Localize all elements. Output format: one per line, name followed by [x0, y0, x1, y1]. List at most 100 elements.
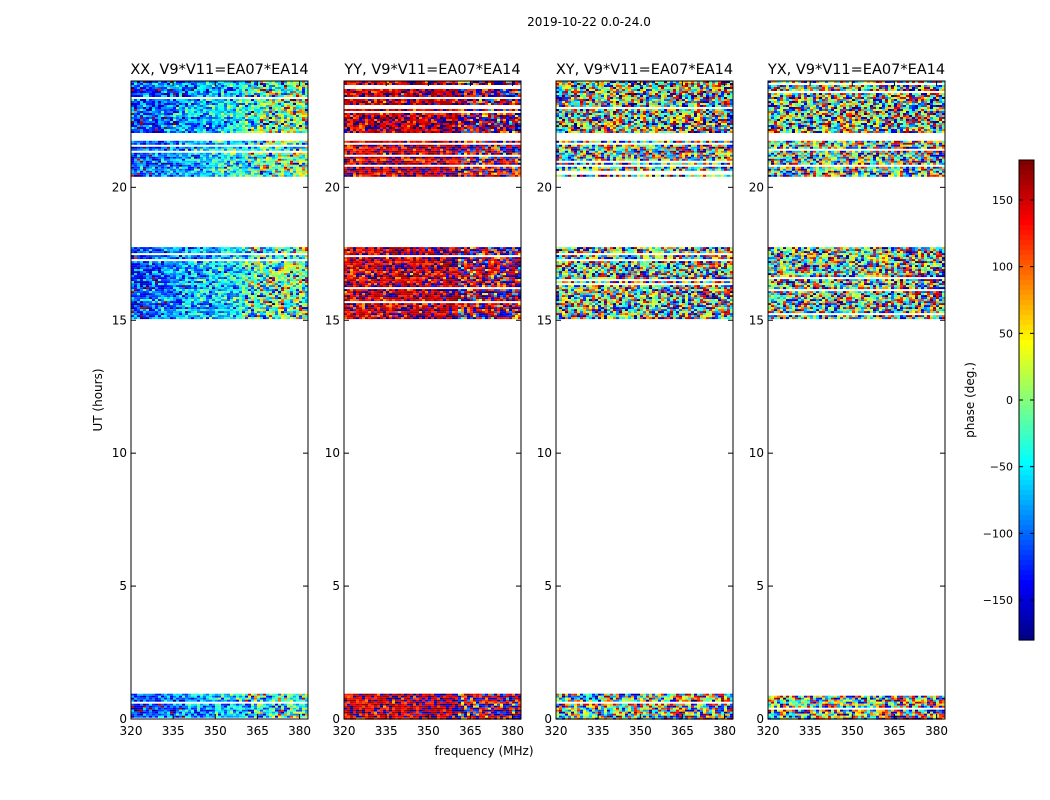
colorbar-step — [1019, 285, 1034, 291]
colorbar-step — [1019, 490, 1034, 496]
colorbar-step — [1019, 295, 1034, 301]
colorbar-step — [1019, 590, 1034, 596]
colorbar-step — [1019, 610, 1034, 616]
x-tick-label: 380 — [501, 724, 524, 738]
colorbar-step — [1019, 525, 1034, 531]
colorbar-step — [1019, 430, 1034, 436]
x-axis-label: frequency (MHz) — [434, 744, 533, 758]
x-tick-label: 380 — [925, 724, 948, 738]
colorbar-step — [1019, 550, 1034, 556]
panel-title: XX, V9*V11=EA07*EA14 — [130, 62, 308, 78]
colorbar-step — [1019, 570, 1034, 576]
panel-yy: YY, V9*V11=EA07*EA14 320 335 350 365 380 0 5 10 1… — [325, 62, 524, 738]
colorbar-step — [1019, 585, 1034, 591]
colorbar-step — [1019, 515, 1034, 521]
x-tick-label: 350 — [629, 724, 652, 738]
colorbar-step — [1019, 410, 1034, 416]
colorbar-step — [1019, 250, 1034, 256]
heatmap-image-xx — [131, 81, 308, 718]
colorbar-step — [1019, 630, 1034, 636]
colorbar-step — [1019, 275, 1034, 281]
colorbar-step — [1019, 535, 1034, 541]
colorbar-step — [1019, 180, 1034, 186]
colorbar-step — [1019, 225, 1034, 231]
colorbar-step — [1019, 605, 1034, 611]
y-tick-label: 20 — [537, 180, 552, 194]
y-tick-label: 15 — [537, 313, 552, 327]
colorbar-step — [1019, 190, 1034, 196]
colorbar-tick-label: 100 — [992, 261, 1013, 274]
panel-title: XY, V9*V11=EA07*EA14 — [556, 62, 733, 78]
plot-frame — [130, 80, 309, 720]
colorbar-step — [1019, 595, 1034, 601]
colorbar-step — [1019, 455, 1034, 461]
x-tick-label: 380 — [288, 724, 311, 738]
x-tick-label: 365 — [671, 724, 694, 738]
colorbar-step — [1019, 400, 1034, 406]
y-tick-label: 0 — [332, 712, 340, 726]
colorbar-step — [1019, 475, 1034, 481]
colorbar-step — [1019, 315, 1034, 321]
x-tick-label: 320 — [757, 724, 780, 738]
colorbar-step — [1019, 520, 1034, 526]
colorbar-tick-label: 0 — [1006, 394, 1013, 407]
heatmap-image-yx — [768, 81, 945, 720]
y-tick-label: 5 — [119, 579, 127, 593]
y-tick-label: 0 — [756, 712, 764, 726]
colorbar-step — [1019, 495, 1034, 501]
colorbar-step — [1019, 415, 1034, 421]
colorbar-step — [1019, 600, 1034, 606]
colorbar-step — [1019, 485, 1034, 491]
y-tick-label: 20 — [112, 180, 127, 194]
y-tick-label: 10 — [325, 446, 340, 460]
colorbar-step — [1019, 345, 1034, 351]
colorbar-step — [1019, 385, 1034, 391]
y-tick-label: 5 — [544, 579, 552, 593]
x-tick-label: 320 — [333, 724, 356, 738]
panel-xy: XY, V9*V11=EA07*EA14 320 335 350 365 380 0 5 10 1… — [537, 62, 736, 738]
x-tick-label: 335 — [799, 724, 822, 738]
panel-yx: YX, V9*V11=EA07*EA14 320 335 350 365 380 0 5 10 1… — [749, 62, 948, 738]
colorbar-step — [1019, 305, 1034, 311]
y-tick-label: 20 — [749, 180, 764, 194]
colorbar: 150 100 50 0 −50 −100 −150 — [983, 159, 1035, 641]
y-tick-label: 0 — [544, 712, 552, 726]
colorbar-step — [1019, 530, 1034, 536]
colorbar-step — [1019, 465, 1034, 471]
colorbar-step — [1019, 260, 1034, 266]
plot-frame — [343, 80, 522, 720]
y-tick-label: 5 — [756, 579, 764, 593]
x-tick-label: 350 — [417, 724, 440, 738]
colorbar-step — [1019, 325, 1034, 331]
colorbar-step — [1019, 160, 1034, 166]
colorbar-step — [1019, 310, 1034, 316]
colorbar-tick-label: 50 — [999, 327, 1013, 340]
colorbar-step — [1019, 205, 1034, 211]
colorbar-step — [1019, 575, 1034, 581]
x-tick-label: 365 — [246, 724, 269, 738]
colorbar-step — [1019, 210, 1034, 216]
colorbar-step — [1019, 540, 1034, 546]
colorbar-step — [1019, 355, 1034, 361]
y-axis-label: UT (hours) — [91, 368, 105, 431]
colorbar-step — [1019, 390, 1034, 396]
plot-frame — [555, 80, 734, 720]
colorbar-step — [1019, 555, 1034, 561]
colorbar-step — [1019, 170, 1034, 176]
colorbar-step — [1019, 425, 1034, 431]
heatmap-image-xy — [556, 81, 733, 720]
colorbar-tick-label: −100 — [983, 527, 1013, 540]
colorbar-step — [1019, 270, 1034, 276]
colorbar-step — [1019, 195, 1034, 201]
y-tick-label: 15 — [325, 313, 340, 327]
colorbar-step — [1019, 375, 1034, 381]
colorbar-step — [1019, 380, 1034, 386]
x-tick-label: 365 — [459, 724, 482, 738]
y-tick-label: 10 — [112, 446, 127, 460]
plot-frame — [767, 80, 946, 720]
x-tick-label: 320 — [545, 724, 568, 738]
colorbar-step — [1019, 350, 1034, 356]
colorbar-tick-label: 150 — [992, 194, 1013, 207]
y-tick-label: 15 — [112, 313, 127, 327]
